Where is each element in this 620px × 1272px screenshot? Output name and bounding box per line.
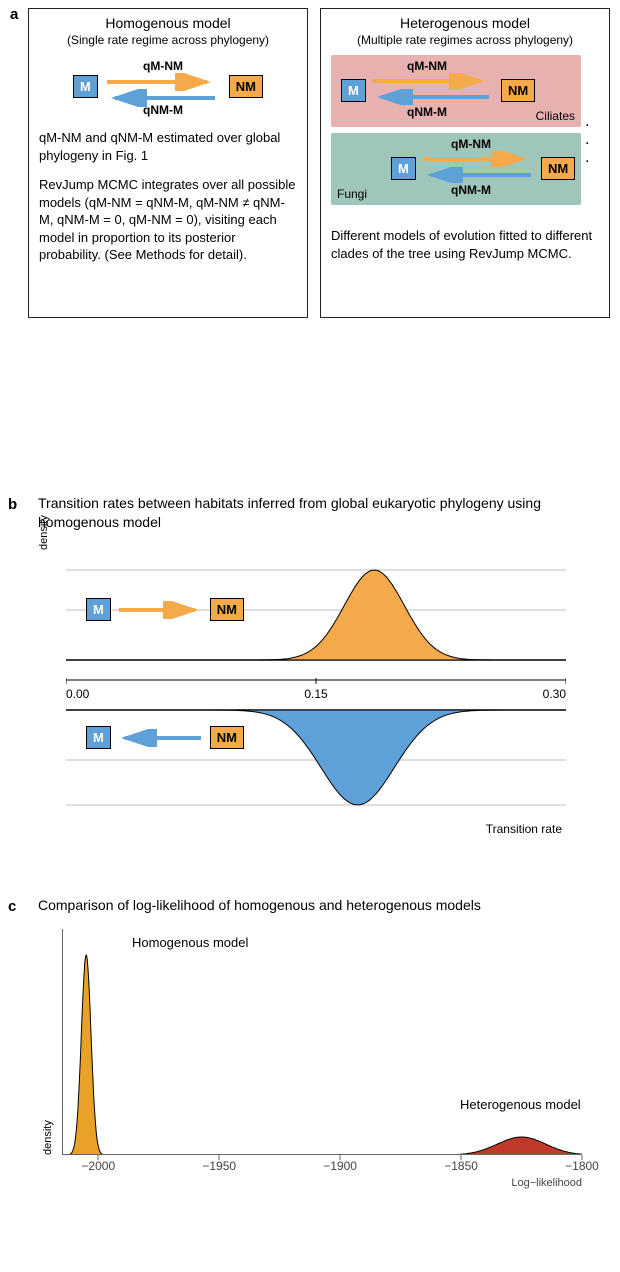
fungi-block: M NM qM-NM qNM-M Fungi <box>331 133 581 205</box>
m-tag: M <box>73 75 98 98</box>
loglik-plot: density Homogenous model Heterogenous mo… <box>62 929 582 1189</box>
heter-title: Heterogenous model <box>331 15 599 31</box>
legend-nm-tag-1: NM <box>210 598 244 621</box>
legend-arrow-left-icon <box>115 729 205 747</box>
arrow-left-ciliates-icon <box>373 89 491 105</box>
homog-title: Homogenous model <box>39 15 297 31</box>
legend-m-tag-1: M <box>86 598 111 621</box>
svg-text:0.30: 0.30 <box>543 687 566 701</box>
panel-c-label: c <box>8 898 16 915</box>
legend-m-to-nm: M NM <box>86 598 244 621</box>
legend-nm-to-m: M NM <box>86 726 244 749</box>
loglik-tick: −2000 <box>81 1159 115 1173</box>
rate-qm-nm: qM-NM <box>143 59 183 73</box>
rate-top-ciliates: qM-NM <box>407 59 447 73</box>
loglik-ylabel: density <box>42 1120 54 1155</box>
density-svg: 0.00 0.15 0.30 <box>66 550 566 830</box>
heter-para: Different models of evolution fitted to … <box>331 227 599 262</box>
ciliates-block: M NM qM-NM qNM-M Ciliates <box>331 55 581 127</box>
loglik-xlabel: Log−likelihood <box>511 1177 582 1189</box>
rate-bottom-ciliates: qNM-M <box>407 105 447 119</box>
panel-b-label: b <box>8 496 17 513</box>
panel-b-title: Transition rates between habitats inferr… <box>38 494 596 532</box>
loglik-y-axis <box>62 929 63 1155</box>
arrow-right-fungi-icon <box>423 151 533 167</box>
svg-text:0.00: 0.00 <box>66 687 90 701</box>
loglik-x-axis <box>62 1154 582 1155</box>
panel-c: Comparison of log-likelihood of homogeno… <box>36 896 606 1189</box>
loglik-tick: −1800 <box>565 1159 599 1173</box>
rate-bottom-fungi: qNM-M <box>451 183 491 197</box>
legend-m-tag-2: M <box>86 726 111 749</box>
homog-annotation: Homogenous model <box>132 935 248 950</box>
nm-tag-fungi: NM <box>541 157 575 180</box>
arrow-left-fungi-icon <box>423 167 533 183</box>
loglik-tick: −1900 <box>323 1159 357 1173</box>
density-xlabel: Transition rate <box>486 822 562 836</box>
panel-a-label: a <box>10 6 18 23</box>
ellipsis: . . . <box>585 113 599 167</box>
homog-subtitle: (Single rate regime across phylogeny) <box>39 33 297 47</box>
heter-annotation: Heterogenous model <box>460 1097 581 1112</box>
rate-top-fungi: qM-NM <box>451 137 491 151</box>
ciliates-label: Ciliates <box>536 109 575 123</box>
m-tag-ciliates: M <box>341 79 366 102</box>
loglik-svg <box>62 929 582 1155</box>
loglik-tick: −1850 <box>444 1159 478 1173</box>
legend-arrow-right-icon <box>115 601 205 619</box>
homog-para1: qM-NM and qNM-M estimated over global ph… <box>39 129 297 164</box>
arrow-right-ciliates-icon <box>373 73 491 89</box>
svg-text:0.15: 0.15 <box>304 687 328 701</box>
nm-tag: NM <box>229 75 263 98</box>
loglik-tick: −1950 <box>202 1159 236 1173</box>
fungi-label: Fungi <box>337 187 367 201</box>
legend-nm-tag-2: NM <box>210 726 244 749</box>
heter-subtitle: (Multiple rate regimes across phylogeny) <box>331 33 599 47</box>
homog-para2: RevJump MCMC integrates over all possibl… <box>39 176 297 264</box>
m-tag-fungi: M <box>391 157 416 180</box>
density-plot: density 0.000.150.30 M NM M NM Transitio… <box>66 550 566 830</box>
density-ylabel: density <box>38 515 50 550</box>
rate-qnm-m: qNM-M <box>143 103 183 117</box>
panel-b: Transition rates between habitats inferr… <box>36 494 596 830</box>
panel-c-title: Comparison of log-likelihood of homogeno… <box>38 896 606 915</box>
nm-tag-ciliates: NM <box>501 79 535 102</box>
panel-a-homogenous-box: Homogenous model (Single rate regime acr… <box>28 8 308 318</box>
panel-a-heterogenous-box: Heterogenous model (Multiple rate regime… <box>320 8 610 318</box>
